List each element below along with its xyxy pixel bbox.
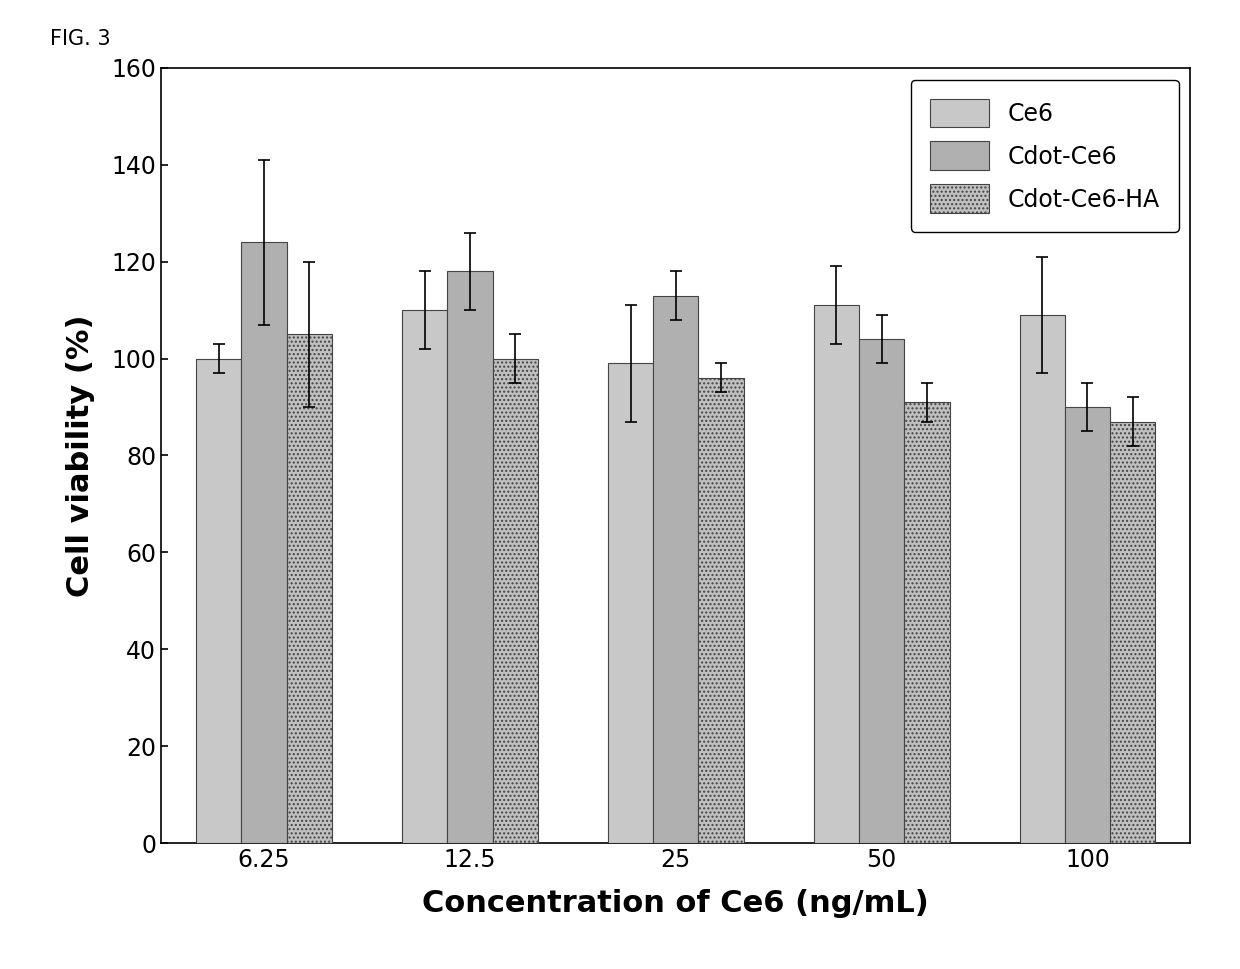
- Bar: [196, 359, 242, 843]
- Bar: [1019, 315, 1065, 843]
- Bar: [813, 305, 859, 843]
- X-axis label: Concentration of Ce6 (ng/mL): Concentration of Ce6 (ng/mL): [423, 889, 929, 918]
- Bar: [653, 296, 698, 843]
- Bar: [1065, 407, 1110, 843]
- Bar: [698, 378, 744, 843]
- Bar: [904, 402, 950, 843]
- Bar: [286, 334, 332, 843]
- Bar: [242, 242, 286, 843]
- Bar: [859, 339, 904, 843]
- Bar: [402, 310, 448, 843]
- Legend: Ce6, Cdot-Ce6, Cdot-Ce6-HA: Ce6, Cdot-Ce6, Cdot-Ce6-HA: [910, 79, 1178, 233]
- Bar: [1110, 422, 1156, 843]
- Bar: [492, 359, 538, 843]
- Bar: [608, 363, 653, 843]
- Y-axis label: Cell viability (%): Cell viability (%): [66, 314, 94, 597]
- Bar: [448, 271, 492, 843]
- Text: FIG. 3: FIG. 3: [50, 29, 110, 49]
